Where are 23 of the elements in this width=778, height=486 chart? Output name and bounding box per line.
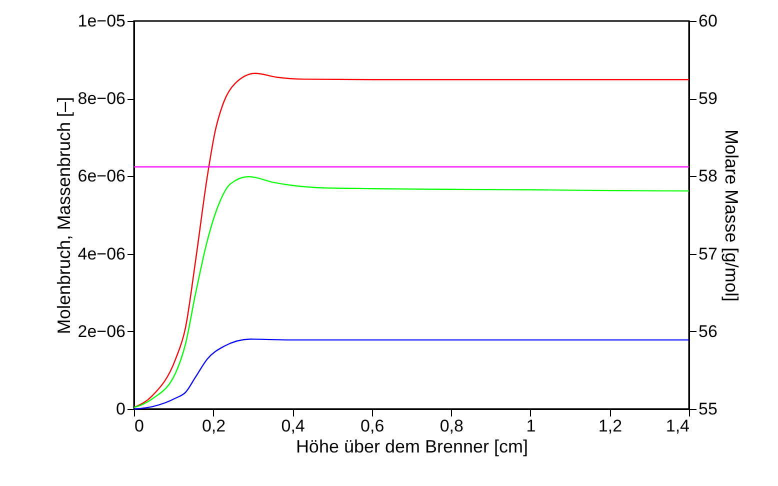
x-tick-label: 0,2 (202, 416, 226, 436)
y2-tick-label: 56 (698, 322, 718, 341)
y-tick-label: 4e−06 (78, 244, 126, 264)
y2-tick-label: 57 (698, 244, 718, 264)
x-tick-label: 1,2 (598, 416, 622, 436)
y-tick-label: 0 (116, 400, 126, 418)
y2-tick-label: 58 (698, 166, 718, 186)
y-axis-title: Molenbruch, Massenbruch [–] (54, 96, 74, 334)
y2-axis-title: Molare Masse [g/mol] (721, 129, 742, 302)
y-tick-label: 1e−05 (78, 12, 126, 30)
x-tick-label: 0 (134, 416, 144, 436)
x-axis-title: Höhe über dem Brenner [cm] (296, 436, 528, 456)
y2-tick-label: 55 (698, 400, 718, 418)
y2-tick-label: 59 (698, 89, 718, 108)
x-tick-label: 0,4 (281, 416, 305, 436)
y-tick-label: 6e−06 (78, 166, 126, 186)
x-tick-label: 1,4 (666, 416, 690, 436)
y2-tick-label: 60 (698, 12, 718, 30)
y-tick-label: 8e−06 (78, 89, 126, 108)
x-tick-label: 1 (526, 416, 536, 436)
x-tick-label: 0,6 (360, 416, 384, 436)
y-tick-label: 2e−06 (78, 322, 126, 341)
x-tick-label: 0,8 (440, 416, 464, 436)
